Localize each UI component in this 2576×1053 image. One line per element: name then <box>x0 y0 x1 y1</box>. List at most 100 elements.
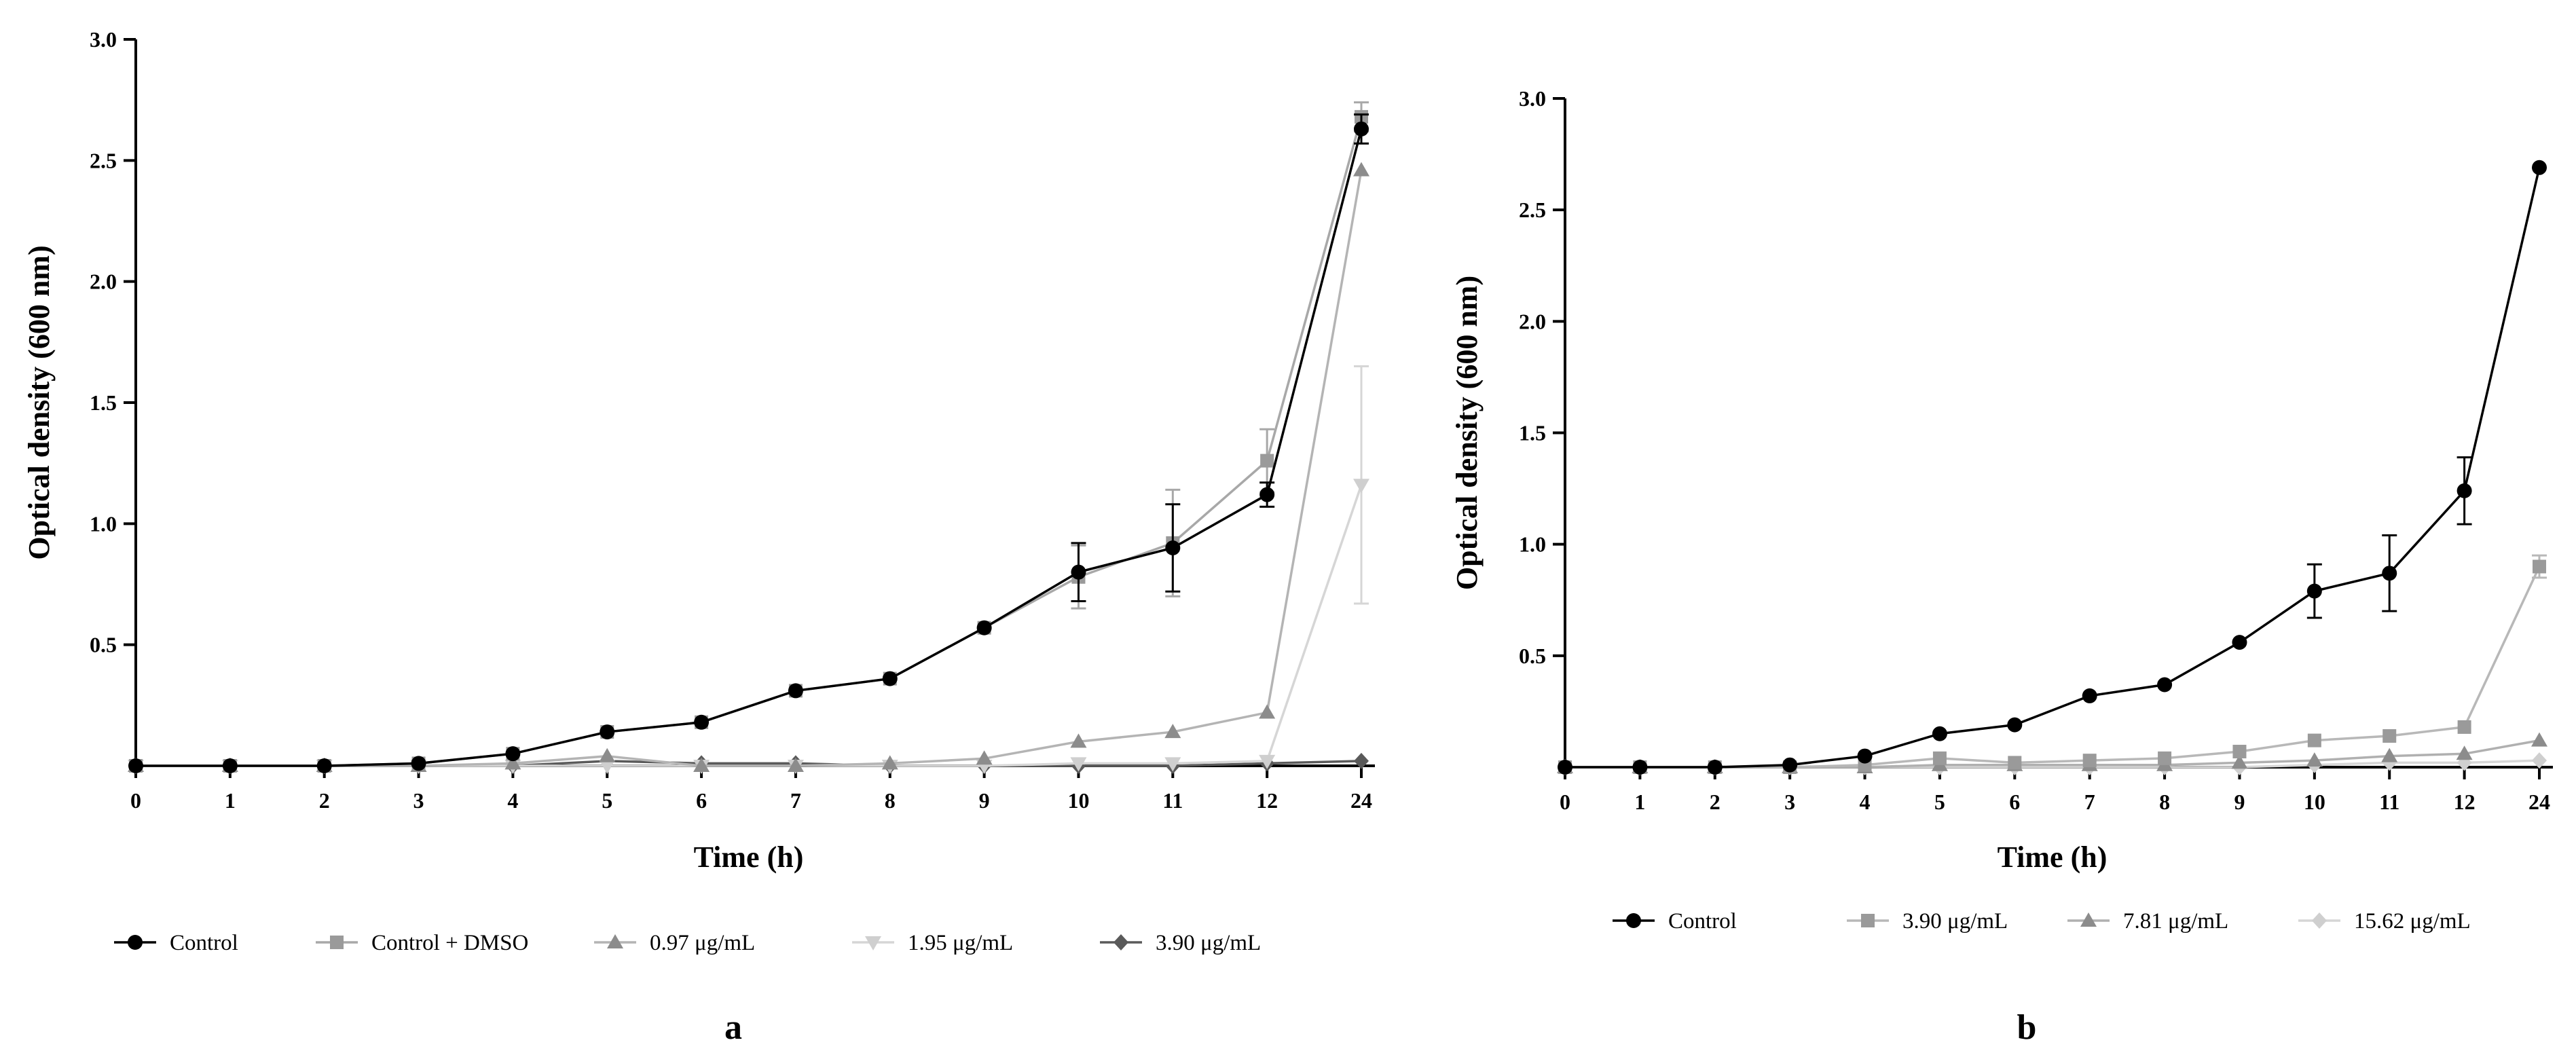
series-line-b-0 <box>1565 167 2541 769</box>
data-point-a-2 <box>1259 704 1276 719</box>
data-point-b-2 <box>2381 747 2398 762</box>
data-point-a-2 <box>976 750 993 765</box>
x-tick-label-a: 9 <box>979 788 990 813</box>
x-tick-label-b: 11 <box>2379 790 2399 814</box>
legend-marker-a-4 <box>1114 934 1128 950</box>
data-point-b-0 <box>2532 160 2547 175</box>
data-point-b-1 <box>2232 745 2247 759</box>
data-point-b-1 <box>2457 720 2471 734</box>
data-point-b-0 <box>1932 726 1947 741</box>
data-point-b-3 <box>2532 752 2547 769</box>
legend-marker-a-2 <box>607 934 623 948</box>
legend-item-a-1: Control + DMSO <box>316 931 528 955</box>
data-point-b-0 <box>1857 748 1873 764</box>
data-point-a-0 <box>1071 564 1086 580</box>
data-point-b-0 <box>2007 717 2023 733</box>
series-a-2 <box>128 162 1369 772</box>
data-point-a-3 <box>1353 479 1369 494</box>
x-tick-label-b: 10 <box>2304 790 2325 814</box>
series-a-1 <box>129 101 1369 773</box>
data-point-a-3 <box>1164 757 1181 772</box>
data-point-a-0 <box>411 756 426 771</box>
series-a-3 <box>128 365 1369 774</box>
data-point-b-1 <box>2307 733 2321 747</box>
series-b-1 <box>1558 554 2547 774</box>
y-tick-label-b: 1.0 <box>1519 532 1546 557</box>
series-a-0 <box>128 113 1369 773</box>
legend-marker-b-1 <box>1861 914 1875 927</box>
x-tick-label-a: 1 <box>225 788 236 813</box>
data-point-b-0 <box>1632 760 1648 775</box>
x-axis-title-a: Time (h) <box>694 840 804 874</box>
y-tick-label-a: 2.5 <box>90 148 117 172</box>
data-point-a-3 <box>599 760 616 774</box>
data-point-a-2 <box>693 758 710 772</box>
data-point-b-0 <box>1558 760 1572 775</box>
data-point-a-2 <box>881 755 898 770</box>
data-point-a-2 <box>1164 724 1181 739</box>
data-point-a-0 <box>788 683 803 699</box>
x-tick-label-a: 24 <box>1350 788 1372 813</box>
data-point-b-0 <box>2382 566 2397 581</box>
data-point-b-1 <box>2158 751 2172 765</box>
y-tick-label-a: 3.0 <box>90 27 117 52</box>
x-tick-label-a: 3 <box>413 788 424 813</box>
data-point-b-0 <box>2082 688 2097 703</box>
legend-label-a-4: 3.90 μg/mL <box>1156 931 1261 955</box>
x-tick-label-b: 6 <box>2009 790 2020 814</box>
x-tick-label-b: 12 <box>2454 790 2476 814</box>
legend-label-b-0: Control <box>1668 909 1737 934</box>
data-point-b-0 <box>2232 635 2247 650</box>
legend-item-a-4: 3.90 μg/mL <box>1100 931 1261 955</box>
legend-label-a-0: Control <box>170 931 238 955</box>
y-tick-label-b: 2.5 <box>1519 198 1546 222</box>
data-point-a-0 <box>222 758 238 773</box>
legend-marker-a-0 <box>128 935 143 950</box>
data-point-a-0 <box>600 724 615 740</box>
data-point-a-0 <box>694 714 710 730</box>
data-point-a-2 <box>504 755 521 770</box>
y-tick-label-b: 3.0 <box>1519 86 1546 111</box>
data-point-b-0 <box>1707 760 1723 775</box>
chart-panel-b: 3.02.52.01.51.00.50 1 2 3 4 5 6 7 8 9 10 11 12 24Time… <box>1450 86 2553 934</box>
x-tick-label-a: 8 <box>885 788 896 813</box>
legend-item-a-3: 1.95 μg/mL <box>852 931 1013 955</box>
data-point-b-1 <box>2533 559 2546 574</box>
data-point-b-2 <box>2231 754 2248 769</box>
data-point-a-3 <box>1070 757 1087 772</box>
data-point-b-1 <box>2382 729 2397 743</box>
series-line-a-0 <box>136 128 1363 767</box>
x-tick-label-b: 8 <box>2159 790 2170 814</box>
x-tick-label-b: 5 <box>1934 790 1945 814</box>
data-point-a-0 <box>882 671 898 686</box>
data-point-b-0 <box>2157 677 2173 692</box>
y-tick-label-b: 0.5 <box>1519 644 1546 668</box>
legend-label-b-1: 3.90 μg/mL <box>1902 909 2008 934</box>
x-tick-label-a: 7 <box>790 788 801 813</box>
x-tick-label-b: 4 <box>1860 790 1871 814</box>
y-tick-label-a: 1.5 <box>90 390 117 415</box>
y-tick-label-a: 2.0 <box>90 270 117 294</box>
series-line-a-2 <box>136 170 1363 767</box>
legend-label-a-3: 1.95 μg/mL <box>908 931 1013 955</box>
data-point-b-0 <box>2306 583 2322 599</box>
legend-label-b-3: 15.62 μg/mL <box>2354 909 2471 934</box>
data-point-a-0 <box>1259 487 1275 502</box>
legend-label-a-2: 0.97 μg/mL <box>650 931 755 955</box>
series-line-a-3 <box>136 484 1363 767</box>
y-axis-title-a: Optical density (600 nm) <box>22 245 56 559</box>
data-point-a-0 <box>505 746 521 762</box>
x-tick-label-a: 2 <box>319 788 330 813</box>
legend-item-b-2: 7.81 μg/mL <box>2067 909 2228 934</box>
legend-item-b-0: Control <box>1613 909 1737 934</box>
series-b-0 <box>1558 160 2547 775</box>
data-point-a-0 <box>316 758 332 773</box>
x-tick-label-b: 0 <box>1560 790 1570 814</box>
x-tick-label-a: 5 <box>602 788 612 813</box>
data-point-a-3 <box>1259 754 1276 769</box>
y-tick-label-a: 0.5 <box>90 633 117 657</box>
x-tick-label-b: 2 <box>1710 790 1721 814</box>
y-tick-label-b: 1.5 <box>1519 421 1546 445</box>
x-tick-label-a: 11 <box>1162 788 1183 813</box>
